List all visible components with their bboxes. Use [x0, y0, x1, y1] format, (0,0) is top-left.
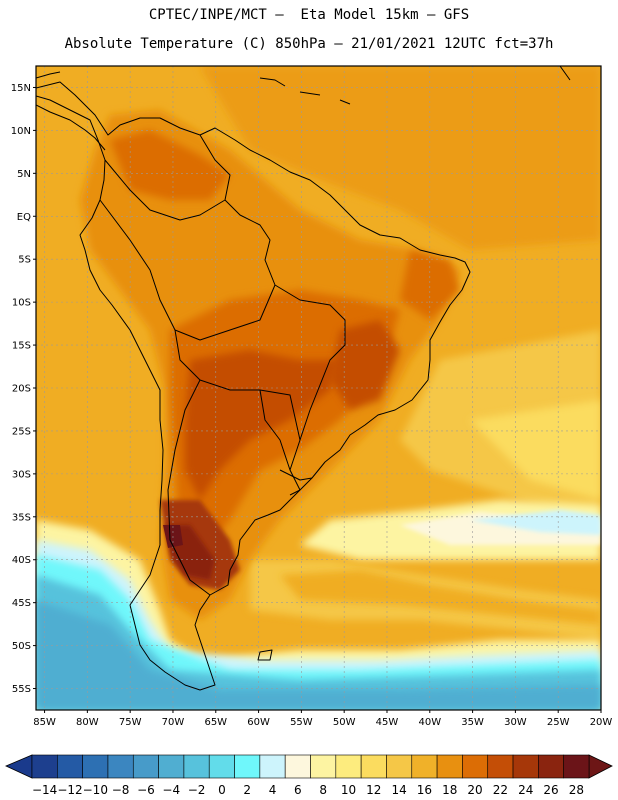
colorbar-box	[107, 754, 134, 779]
colorbar-box	[436, 754, 463, 779]
colorbar-label: 20	[467, 783, 482, 797]
colorbar-box	[335, 754, 362, 779]
colorbar-label: 16	[417, 783, 432, 797]
colorbar-label: 18	[442, 783, 457, 797]
lon-label: 35W	[461, 717, 484, 728]
country-borders-west	[99, 159, 301, 596]
colorbar-box	[132, 754, 159, 779]
lat-label: 5S	[18, 255, 31, 266]
colorbar-box	[411, 754, 438, 779]
colorbar-box	[82, 754, 109, 779]
uruguay-paraguay-borders	[259, 389, 313, 496]
lon-label: 70W	[162, 717, 185, 728]
colorbar-label: −14	[32, 783, 57, 797]
lon-label: 25W	[547, 717, 570, 728]
lon-label: 85W	[33, 717, 56, 728]
colorbar: −14 −12 −10 −8 −6 −4 −2 0 2 4 6 8 10 12 14 16 18 20 22 24 26…	[5, 754, 613, 797]
colorbar-label: −6	[137, 783, 155, 797]
colorbar-label: 28	[569, 783, 584, 797]
lon-label: 50W	[333, 717, 356, 728]
field-atlantic-14	[470, 400, 601, 500]
lat-label: EQ	[17, 212, 31, 223]
colorbar-label: −4	[162, 783, 180, 797]
colorbar-label: 10	[341, 783, 356, 797]
lat-label: 25S	[12, 426, 31, 437]
field-tongue-18	[280, 570, 601, 625]
coastlines-and-borders	[36, 66, 571, 691]
colorbar-box	[563, 754, 590, 779]
lon-label: 45W	[376, 717, 399, 728]
lon-label: 20W	[590, 717, 613, 728]
caribbean-islands	[259, 66, 571, 105]
lon-label: 40W	[418, 717, 441, 728]
colorbar-box	[360, 754, 387, 779]
lon-label: 30W	[504, 717, 527, 728]
lat-label: 20S	[12, 384, 31, 395]
colorbar-box	[158, 754, 185, 779]
colorbar-label: 2	[243, 783, 251, 797]
lon-label: 55W	[290, 717, 313, 728]
lat-label: 45S	[12, 598, 31, 609]
colorbar-box	[183, 754, 210, 779]
longitude-labels: 85W 80W 75W 70W 65W 60W 55W 50W 45W 40W 35W 30W 25W 2…	[33, 710, 612, 728]
field-colombia-24	[110, 130, 230, 200]
colorbar-box	[259, 754, 286, 779]
central-america	[36, 71, 106, 151]
lat-label: 10S	[12, 298, 31, 309]
lon-label: 75W	[119, 717, 142, 728]
colorbar-box	[284, 754, 311, 779]
title-line-2: Absolute Temperature (C) 850hPa – 21/01/…	[64, 36, 554, 52]
colorbar-label: 8	[319, 783, 327, 797]
colorbar-box	[512, 754, 539, 779]
colorbar-box	[234, 754, 261, 779]
colorbar-box	[462, 754, 489, 779]
field-south-0	[36, 575, 601, 710]
title-line-1: CPTEC/INPE/MCT – Eta Model 15km – GFS	[148, 7, 470, 23]
lat-label: 15N	[11, 83, 31, 94]
colorbar-label: 14	[391, 783, 406, 797]
colorbar-box	[310, 754, 337, 779]
colorbar-label: −10	[83, 783, 108, 797]
latitude-labels: 15N 10N 5N EQ 5S 10S 15S 20S 25S 30S 35S 40S 45S 50S 5…	[11, 83, 36, 695]
lon-label: 80W	[76, 717, 99, 728]
colorbar-box	[208, 754, 235, 779]
field-ne-brazil-24	[400, 250, 460, 320]
lat-label: 5N	[17, 169, 31, 180]
colorbar-label: 0	[218, 783, 226, 797]
colorbar-max-arrow	[588, 754, 613, 779]
south-america-coastline	[36, 81, 471, 691]
colorbar-label: 6	[294, 783, 302, 797]
lat-label: 40S	[12, 555, 31, 566]
colorbar-label: −12	[57, 783, 82, 797]
lat-label: 30S	[12, 469, 31, 480]
field-south-minus2	[36, 600, 601, 710]
lon-label: 60W	[247, 717, 270, 728]
field-central-brazil-26	[330, 320, 400, 410]
colorbar-label: −2	[188, 783, 206, 797]
colorbar-box	[487, 754, 514, 779]
lat-label: 55S	[12, 684, 31, 695]
colorbar-label: 4	[269, 783, 277, 797]
colorbar-label: −8	[112, 783, 130, 797]
colorbar-box	[538, 754, 564, 779]
colorbar-box	[57, 754, 83, 779]
lon-label: 65W	[204, 717, 227, 728]
colorbar-label: 26	[543, 783, 558, 797]
field-north-atlantic-20	[200, 66, 601, 250]
lat-label: 35S	[12, 512, 31, 523]
colorbar-box	[31, 754, 58, 779]
lat-label: 10N	[11, 126, 31, 137]
field-band-6	[470, 510, 601, 535]
colorbar-min-arrow	[5, 754, 33, 779]
colorbar-label: 22	[493, 783, 508, 797]
falklands	[257, 649, 273, 661]
colorbar-label: 12	[366, 783, 381, 797]
lat-label: 50S	[12, 641, 31, 652]
colorbar-label: 24	[518, 783, 533, 797]
lat-label: 15S	[12, 341, 31, 352]
colorbar-box	[386, 754, 413, 779]
